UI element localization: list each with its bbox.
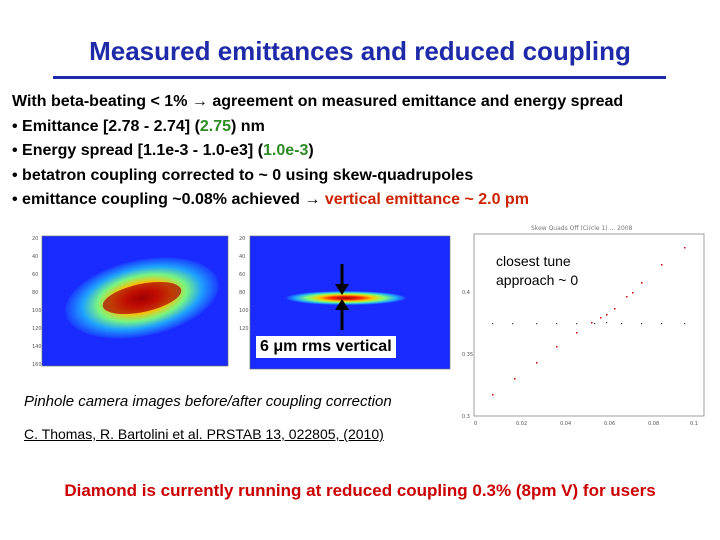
x-tick-1: 0.02 [516, 421, 527, 427]
bullet-betatron-coupling: • betatron coupling corrected to ~ 0 usi… [12, 166, 474, 184]
pinhole-before-plot: 20 40 60 80 100 120 140 160 [32, 235, 229, 368]
x-tick-2: 0.04 [560, 421, 571, 427]
svg-text:120: 120 [32, 326, 42, 332]
tune-plot-title: Skew Quads Off (Circle 1) ... 2008 [531, 225, 633, 232]
energy-spread-value: 1.0e-3 [263, 142, 309, 159]
svg-text:100: 100 [32, 308, 42, 314]
x-tick-5: 0.1 [690, 421, 698, 427]
pinhole-image-before: 20 40 60 80 100 120 140 160 [30, 228, 240, 373]
svg-text:60: 60 [239, 272, 245, 278]
svg-text:80: 80 [32, 290, 38, 296]
vertical-emittance-value: vertical emittance ~ 2.0 pm [324, 191, 529, 208]
tune-flat-points [492, 322, 686, 325]
svg-text:140: 140 [32, 344, 42, 350]
svg-text:80: 80 [239, 290, 245, 296]
title-underline [53, 76, 666, 79]
figure-caption: Pinhole camera images before/after coupl… [24, 393, 392, 410]
x-tick-4: 0.08 [648, 421, 659, 427]
bullet-list: With beta-beating < 1% → agreement on me… [12, 90, 623, 213]
svg-text:40: 40 [32, 254, 38, 260]
beam-size-arrows [335, 264, 349, 330]
vertical-size-label: 6 μm rms vertical [256, 336, 396, 358]
bullet-energy-spread: • Energy spread [1.1e-3 - 1.0-e3] (1.0e-… [12, 142, 314, 159]
svg-text:60: 60 [32, 272, 38, 278]
svg-text:40: 40 [239, 254, 245, 260]
x-tick-3: 0.06 [604, 421, 615, 427]
x-tick-0: 0 [474, 421, 477, 427]
intro-line: With beta-beating < 1% → agreement on me… [12, 93, 624, 110]
y-tick-1: 0.35 [462, 352, 473, 358]
bullet-emittance: • Emittance [2.78 - 2.74] (2.75) nm [12, 117, 265, 135]
svg-text:160: 160 [32, 362, 42, 368]
bullet-emittance-coupling: • emittance coupling ~0.08% achieved → v… [12, 191, 529, 208]
svg-text:120: 120 [239, 326, 249, 332]
slide-title: Measured emittances and reduced coupling [89, 36, 631, 66]
tune-plot: Skew Quads Off (Circle 1) ... 2008 0.3 0… [456, 222, 714, 432]
closest-tune-note: closest tune approach ~ 0 [494, 252, 581, 290]
footer-statement: Diamond is currently running at reduced … [64, 481, 656, 500]
reference-link[interactable]: C. Thomas, R. Bartolini et al. PRSTAB 13… [24, 426, 384, 442]
svg-text:20: 20 [32, 236, 38, 242]
svg-text:20: 20 [239, 236, 245, 242]
y-tick-0: 0.3 [462, 414, 470, 420]
svg-text:100: 100 [239, 308, 249, 314]
tune-data-points [492, 247, 686, 396]
y-tick-2: 0.4 [462, 290, 470, 296]
emittance-value: 2.75 [199, 117, 232, 135]
